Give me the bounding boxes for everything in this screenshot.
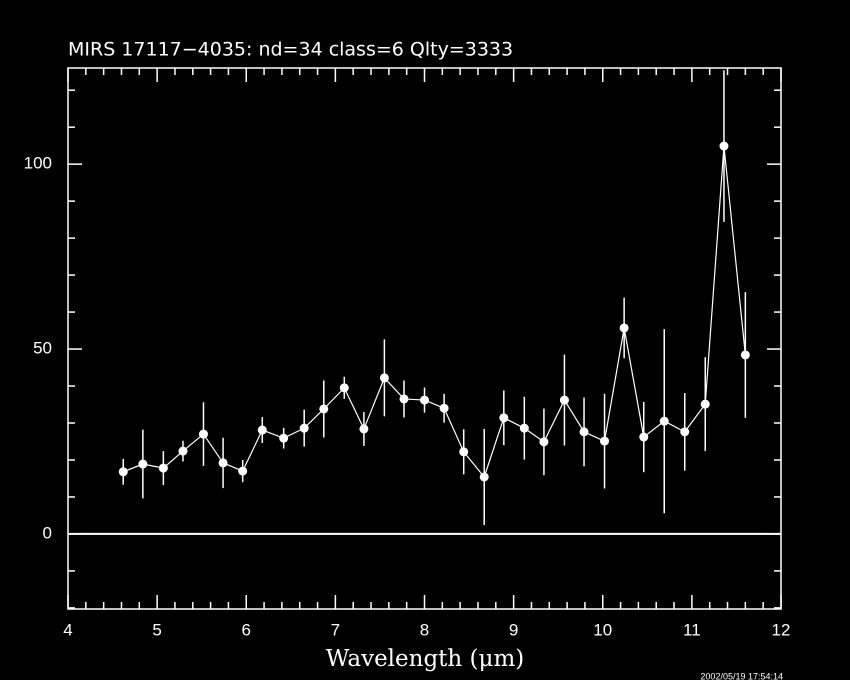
x-tick-label: 9 (509, 620, 518, 639)
x-tick-label: 8 (420, 620, 429, 639)
data-point (619, 323, 629, 333)
x-tick-label: 4 (63, 620, 72, 639)
data-point (339, 383, 349, 393)
data-point (319, 404, 329, 414)
data-point (439, 403, 449, 413)
data-point (579, 427, 589, 437)
data-point (359, 424, 369, 434)
x-tick-label: 10 (593, 620, 612, 639)
data-point (420, 395, 429, 405)
data-point (659, 416, 669, 426)
data-point (559, 395, 569, 405)
data-point (399, 394, 409, 404)
data-point (740, 350, 750, 360)
y-tick-label: 50 (33, 339, 52, 358)
data-point (218, 458, 228, 468)
data-point (499, 413, 509, 423)
data-point (379, 373, 389, 383)
data-point (158, 463, 168, 473)
y-tick-label: 0 (43, 523, 52, 542)
data-point (700, 399, 710, 409)
x-axis-label: Wavelength (μm) (326, 646, 525, 672)
timestamp: 2002/05/19 17:54:14 (700, 671, 783, 680)
x-tick-label: 12 (772, 620, 791, 639)
data-point (539, 437, 549, 447)
plot-area (118, 70, 750, 526)
data-point (479, 472, 489, 482)
data-point (639, 432, 649, 442)
data-point (680, 427, 690, 437)
data-point (198, 429, 208, 439)
data-point (257, 425, 267, 435)
x-tick-label: 7 (331, 620, 340, 639)
data-point (118, 467, 128, 477)
x-tick-label: 6 (242, 620, 251, 639)
data-point (519, 423, 529, 433)
data-point (178, 446, 188, 456)
data-point (279, 433, 289, 443)
x-tick-label: 11 (683, 620, 701, 639)
data-point (238, 466, 248, 476)
data-point (138, 459, 148, 469)
x-tick-label: 5 (152, 620, 161, 639)
data-point (600, 436, 610, 446)
data-point (459, 447, 469, 457)
chart-title: MIRS 17117−4035: nd=34 class=6 Qlty=3333 (68, 39, 513, 61)
y-tick-label: 100 (24, 154, 52, 173)
data-point (719, 141, 729, 151)
data-point (299, 423, 309, 433)
